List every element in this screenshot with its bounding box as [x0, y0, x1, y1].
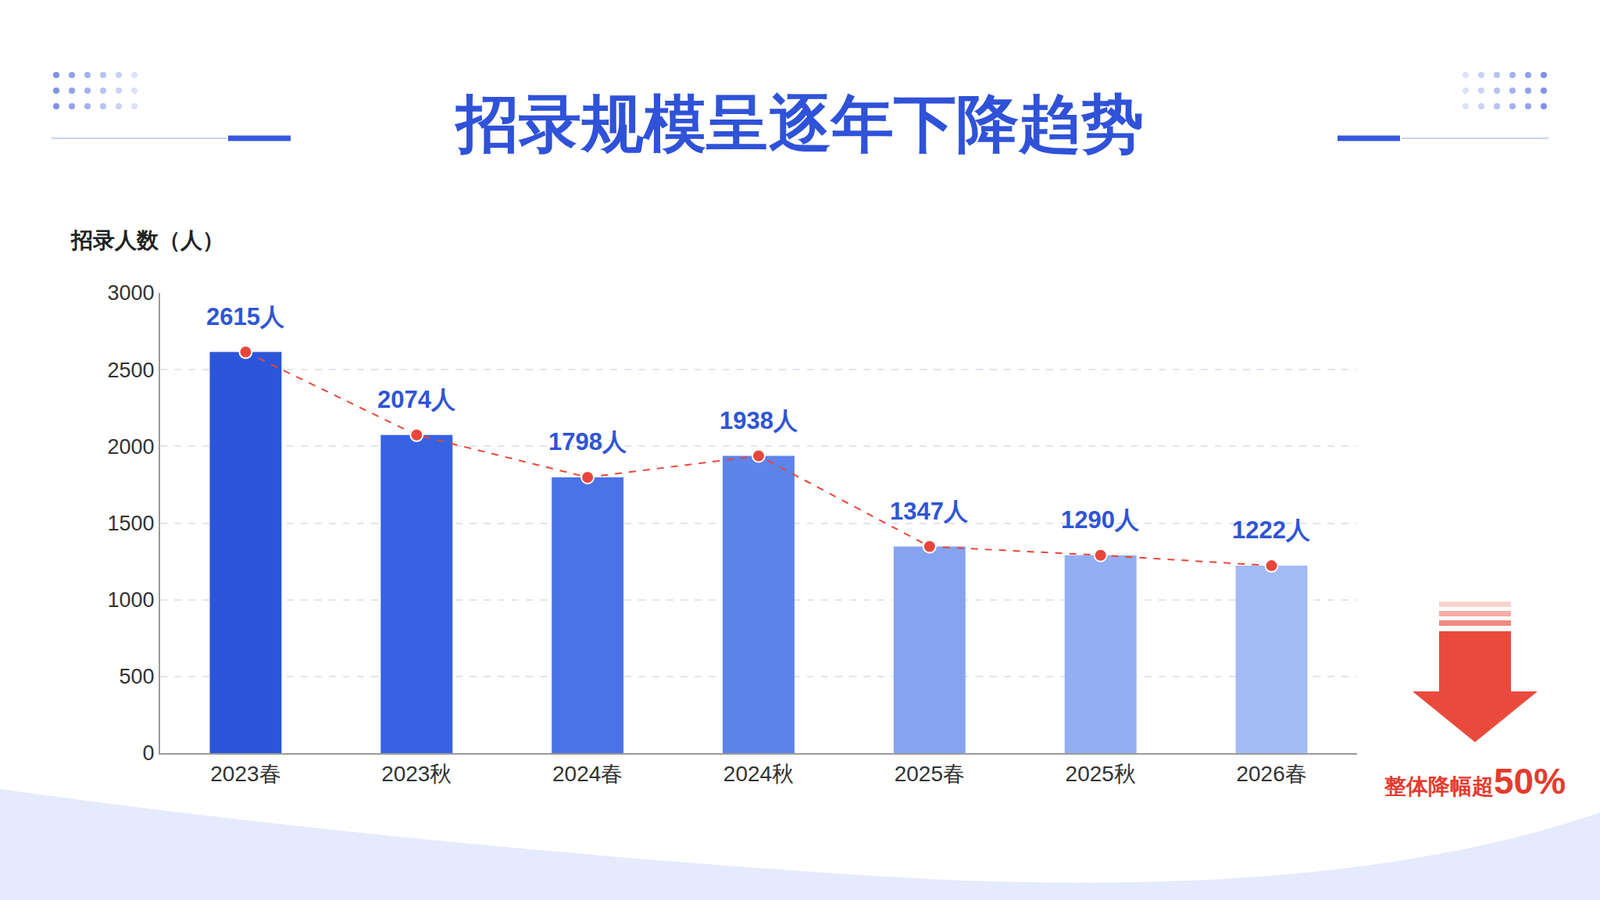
- svg-text:1798人: 1798人: [548, 428, 628, 456]
- svg-text:1347人: 1347人: [889, 497, 969, 525]
- svg-text:2024秋: 2024秋: [723, 761, 794, 786]
- svg-text:2026春: 2026春: [1235, 761, 1307, 786]
- svg-text:2024春: 2024春: [552, 761, 623, 786]
- svg-text:2000: 2000: [107, 435, 155, 459]
- svg-text:1000: 1000: [107, 588, 155, 612]
- svg-text:招录规模呈逐年下降趋势: 招录规模呈逐年下降趋势: [453, 89, 1144, 159]
- svg-text:2025秋: 2025秋: [1065, 761, 1136, 786]
- svg-text:招录人数（人）: 招录人数（人）: [70, 228, 225, 253]
- svg-text:0: 0: [142, 741, 155, 765]
- svg-text:1500: 1500: [107, 511, 155, 536]
- svg-text:2025春: 2025春: [894, 761, 965, 786]
- svg-text:2500: 2500: [107, 358, 155, 383]
- svg-text:2615人: 2615人: [206, 303, 286, 331]
- svg-text:3000: 3000: [107, 281, 155, 305]
- svg-text:1290人: 1290人: [1060, 506, 1140, 534]
- svg-text:1222人: 1222人: [1232, 516, 1311, 544]
- svg-text:2023秋: 2023秋: [381, 761, 452, 786]
- svg-text:整体降幅超50%: 整体降幅超50%: [1383, 760, 1566, 802]
- svg-text:500: 500: [119, 664, 155, 689]
- svg-text:2023春: 2023春: [210, 761, 281, 786]
- svg-text:2074人: 2074人: [377, 385, 457, 414]
- svg-text:1938人: 1938人: [719, 407, 799, 435]
